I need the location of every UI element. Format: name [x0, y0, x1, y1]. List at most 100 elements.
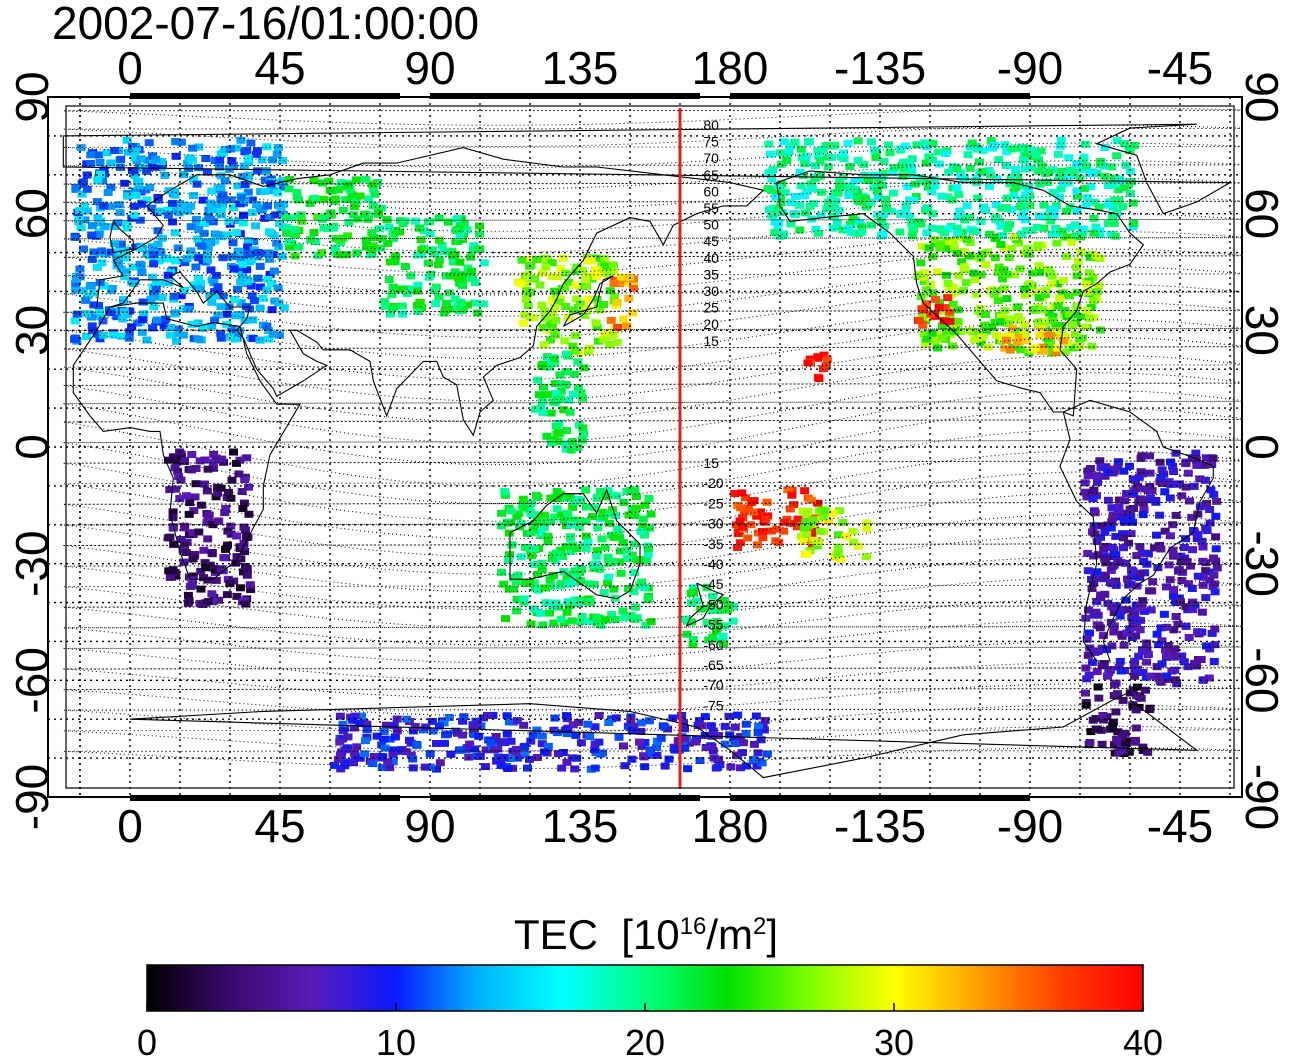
- tec-cell: [568, 542, 578, 550]
- tec-cell: [954, 234, 964, 242]
- tec-cell: [618, 607, 628, 615]
- tec-cell: [194, 226, 204, 233]
- tec-cell: [677, 712, 687, 719]
- tec-cell: [398, 285, 407, 293]
- tec-cell: [844, 192, 854, 199]
- tec-cell: [590, 740, 600, 748]
- tec-cell: [777, 208, 787, 216]
- tec-cell: [446, 272, 456, 280]
- tec-cell: [850, 177, 860, 185]
- tec-cell: [548, 310, 557, 318]
- tec-cell: [879, 222, 889, 230]
- tec-cell: [1145, 706, 1155, 713]
- tec-cell: [562, 608, 572, 616]
- tec-cell: [473, 720, 482, 728]
- tec-cell: [605, 341, 614, 348]
- tec-cell: [337, 179, 347, 187]
- tec-cell: [533, 493, 543, 501]
- tec-cell: [538, 621, 548, 629]
- tec-cell: [834, 207, 844, 215]
- tec-cell: [369, 185, 379, 193]
- tec-cell: [592, 560, 602, 568]
- tec-cell: [917, 305, 927, 313]
- tec-cell: [176, 292, 186, 300]
- tec-cell: [990, 319, 1000, 326]
- tec-cell: [546, 409, 556, 417]
- tec-cell: [189, 192, 199, 199]
- tec-cell: [1200, 476, 1210, 484]
- tec-cell: [153, 227, 163, 235]
- tec-cell: [943, 279, 953, 287]
- tec-cell: [576, 577, 585, 584]
- tec-cell: [1109, 467, 1119, 475]
- tec-cell: [194, 164, 204, 172]
- tec-cell: [548, 296, 558, 304]
- tec-cell: [552, 488, 562, 495]
- tec-cell: [758, 721, 768, 729]
- tec-cell: [993, 268, 1003, 276]
- tec-cell: [774, 219, 784, 226]
- tec-cell: [137, 200, 147, 208]
- tec-cell: [1002, 148, 1012, 156]
- tec-cell: [920, 269, 930, 277]
- tec-cell: [643, 550, 653, 558]
- mlat-label: 65: [703, 167, 719, 183]
- tec-cell: [138, 298, 148, 306]
- tec-cell: [159, 322, 169, 330]
- tec-cell: [762, 750, 772, 758]
- tec-cell: [737, 749, 747, 757]
- tec-cell: [749, 740, 759, 748]
- tec-cell: [1045, 339, 1055, 346]
- tec-cell: [163, 206, 173, 214]
- tec-cell: [533, 571, 543, 578]
- tec-cell: [202, 168, 212, 176]
- tec-cell: [1008, 173, 1018, 181]
- tec-cell: [174, 209, 184, 217]
- tec-cell: [168, 218, 178, 226]
- tec-cell: [969, 269, 979, 277]
- tec-cell: [522, 279, 532, 287]
- tec-cell: [87, 256, 97, 263]
- tec-cell: [265, 255, 275, 263]
- tec-cell: [762, 498, 772, 506]
- tec-cell: [244, 483, 253, 491]
- tec-cell: [582, 532, 591, 540]
- tec-cell: [774, 182, 783, 190]
- tec-cell: [1065, 203, 1075, 211]
- tec-cell: [1209, 490, 1219, 498]
- tec-cell: [627, 551, 637, 559]
- tec-cell: [1109, 219, 1119, 227]
- tec-cell: [1204, 674, 1214, 682]
- tec-cell: [504, 718, 514, 726]
- tec-cell: [728, 617, 738, 625]
- tec-cell: [1162, 652, 1172, 660]
- tec-cell: [1057, 167, 1067, 175]
- tec-cell: [350, 203, 360, 211]
- tec-cell: [208, 458, 218, 466]
- tec-cell: [83, 292, 93, 300]
- tec-cell: [942, 225, 952, 233]
- tec-cell: [1055, 173, 1064, 181]
- tec-cell: [1169, 592, 1178, 600]
- tec-cell: [533, 376, 543, 384]
- tec-cell: [175, 200, 185, 208]
- tec-cell: [642, 557, 652, 565]
- tec-cell: [821, 142, 831, 150]
- mlat-label: 70: [703, 150, 719, 166]
- tec-cell: [730, 723, 740, 731]
- tec-cell: [1059, 337, 1069, 345]
- tec-region-california: [914, 294, 955, 329]
- tec-cell: [573, 516, 583, 524]
- tec-cell: [578, 394, 588, 402]
- tec-cell: [911, 193, 921, 200]
- tec-cell: [546, 319, 555, 327]
- tec-cell: [568, 503, 578, 511]
- tec-cell: [1119, 467, 1129, 475]
- tec-cell: [567, 617, 577, 625]
- tec-cell: [673, 737, 683, 745]
- tec-cell: [700, 713, 710, 721]
- tec-cell: [803, 359, 813, 367]
- tec-cell: [1033, 167, 1043, 175]
- tec-cell: [368, 242, 378, 250]
- tec-cell: [1160, 488, 1170, 496]
